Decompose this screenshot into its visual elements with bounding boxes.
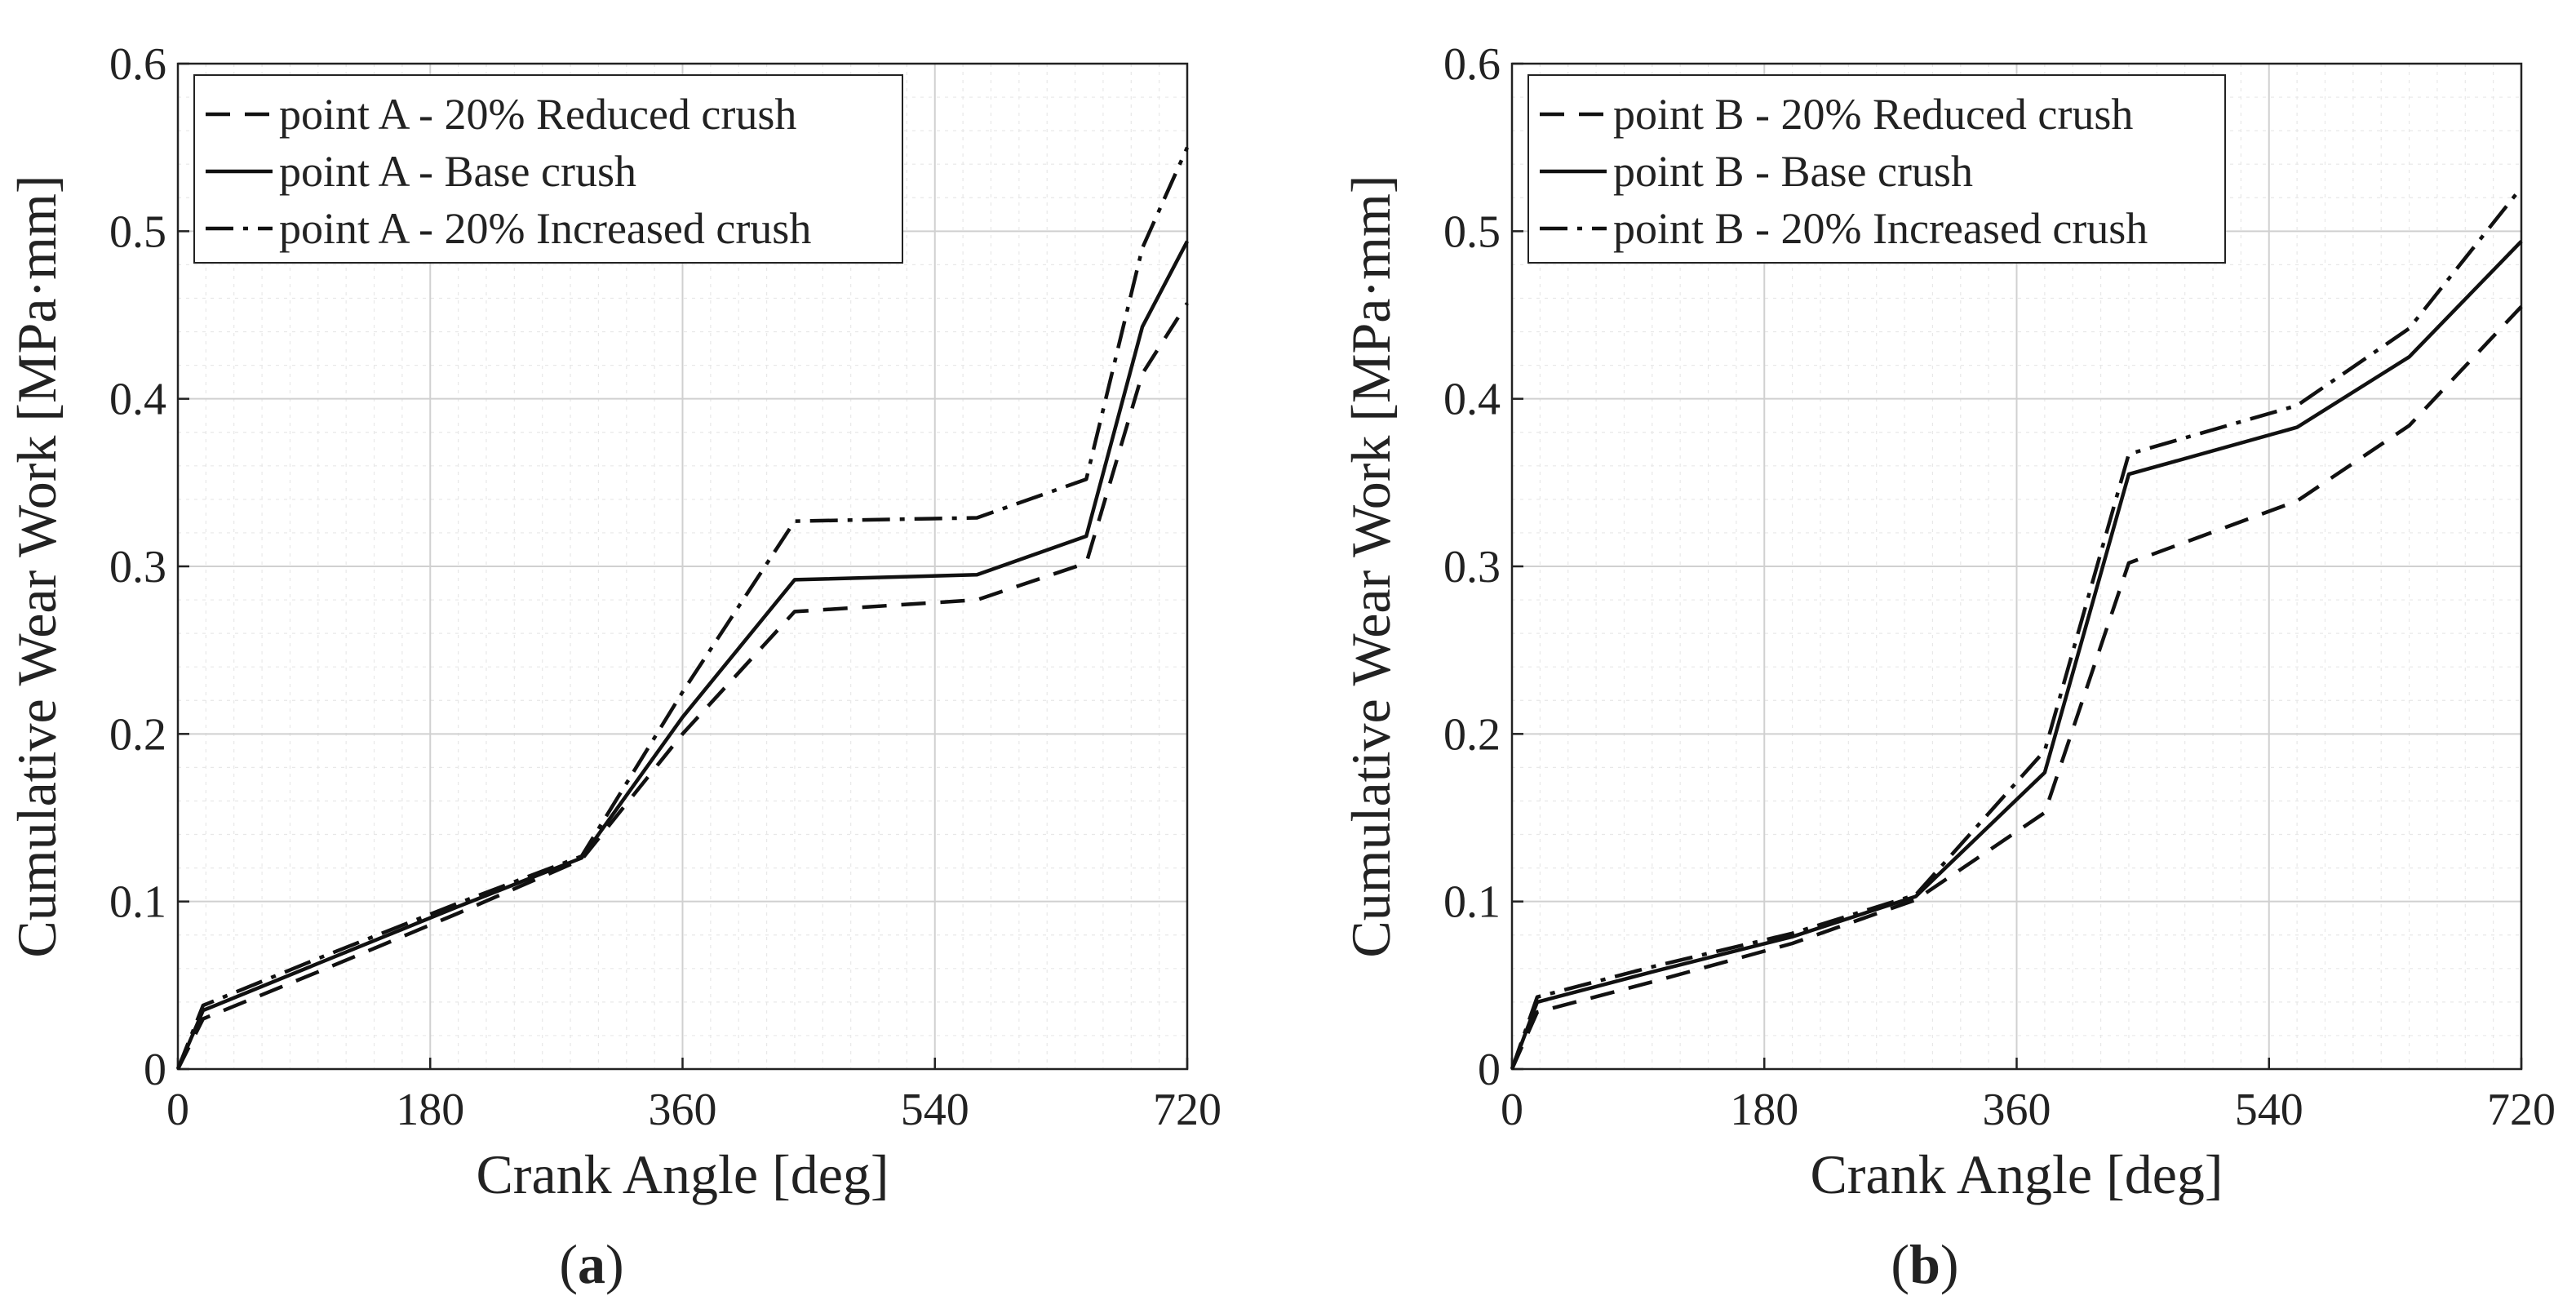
chart1-y-tick-label: 0.2 xyxy=(1443,709,1501,760)
chart1-legend: point B - 20% Reduced crush point B - Bas… xyxy=(1527,74,2226,264)
chart0-y-tick-label: 0.5 xyxy=(109,206,166,257)
panel-a: 0 180 360 540 720 0 0.1 0.2 0.3 0.4 0.5 0.6 Crank An… xyxy=(6,39,1221,1205)
chart0-x-tick-label: 720 xyxy=(1153,1085,1221,1135)
chart0-legend-box xyxy=(193,74,903,264)
chart0-legend-label: point A - 20% Reduced crush xyxy=(279,90,796,139)
chart0-y-axis-label: Cumulative Wear Work [MPa·mm] xyxy=(6,175,68,957)
chart1-legend-label: point B - Base crush xyxy=(1613,147,1973,196)
chart1-legend-label: point B - 20% Reduced crush xyxy=(1613,90,2133,139)
caption-a: (a) xyxy=(559,1233,623,1295)
chart0-y-tick-label: 0.3 xyxy=(109,542,166,592)
chart1-y-tick-label: 0.6 xyxy=(1443,39,1501,90)
chart1-y-tick-label: 0.4 xyxy=(1443,375,1501,425)
chart0-series-line-solid xyxy=(175,240,1189,1070)
chart0-series-group xyxy=(175,146,1190,1071)
chart1-legend-label: point B - 20% Increased crush xyxy=(1613,204,2148,253)
chart1-series-group xyxy=(1510,186,2523,1070)
chart0-series-line-dashdot xyxy=(175,146,1190,1070)
chart0-series-line-dashed xyxy=(175,302,1189,1071)
chart1-y-tick-label: 0.5 xyxy=(1443,206,1501,257)
chart1-series-line-dashed xyxy=(1510,305,2523,1070)
chart1-x-tick-label: 720 xyxy=(2487,1085,2556,1135)
chart1-legend-box xyxy=(1527,74,2226,264)
chart0-x-tick-label: 0 xyxy=(166,1085,189,1135)
chart0-y-tick-label: 0.1 xyxy=(109,877,166,928)
chart0-y-tick-label: 0.6 xyxy=(109,39,166,90)
chart0-legend: point A - 20% Reduced crush point A - Bas… xyxy=(193,74,903,264)
chart0-x-tick-label: 180 xyxy=(396,1085,464,1135)
chart0-y-tick-label: 0.2 xyxy=(109,709,166,760)
chart0-legend-label: point A - Base crush xyxy=(279,147,636,196)
caption-b: (b) xyxy=(1891,1233,1958,1295)
chart0-y-tick-label: 0.4 xyxy=(109,375,166,425)
chart1-x-tick-label: 540 xyxy=(2235,1085,2303,1135)
chart1-series-line-solid xyxy=(1510,240,2523,1070)
chart1-x-tick-label: 0 xyxy=(1501,1085,1523,1135)
chart1-y-axis-label: Cumulative Wear Work [MPa·mm] xyxy=(1340,175,1402,957)
panel-b: 0 180 360 540 720 0 0.1 0.2 0.3 0.4 0.5 0.6 Crank An… xyxy=(1340,39,2556,1205)
chart1-y-tick-label: 0.1 xyxy=(1443,877,1501,928)
chart1-y-tick-label: 0.3 xyxy=(1443,542,1501,592)
chart0-y-tick-label: 0 xyxy=(144,1045,166,1095)
chart1-x-tick-label: 180 xyxy=(1730,1085,1798,1135)
chart0-x-tick-label: 360 xyxy=(649,1085,717,1135)
chart0-x-tick-label: 540 xyxy=(901,1085,969,1135)
chart1-series-line-dashdot xyxy=(1510,186,2523,1070)
chart0-legend-label: point A - 20% Increased crush xyxy=(279,204,811,253)
chart1-x-tick-label: 360 xyxy=(1983,1085,2051,1135)
chart1-y-tick-label: 0 xyxy=(1478,1045,1501,1095)
chart0-x-axis-label: Crank Angle [deg] xyxy=(476,1143,889,1205)
chart1-x-axis-label: Crank Angle [deg] xyxy=(1810,1143,2223,1205)
